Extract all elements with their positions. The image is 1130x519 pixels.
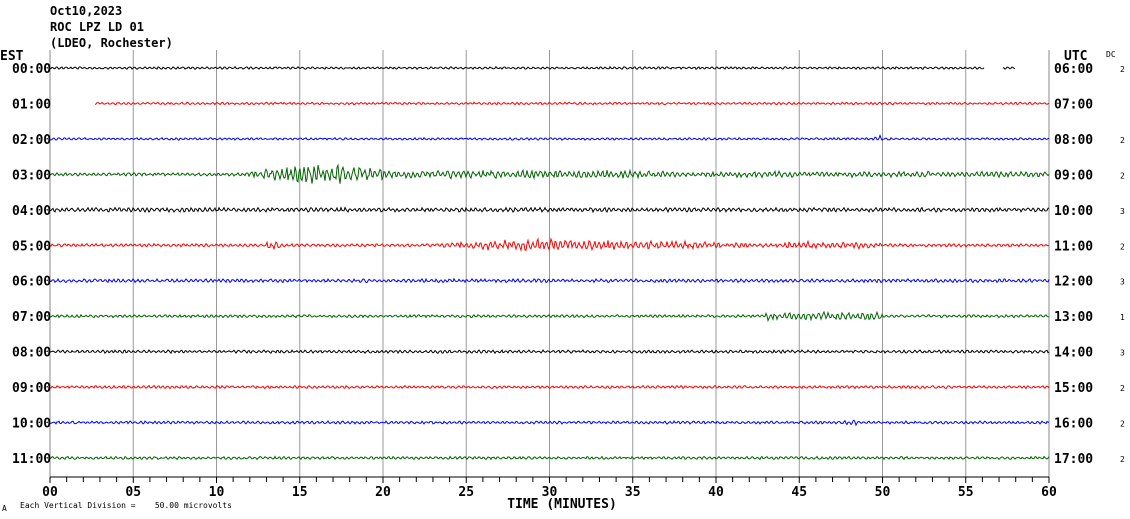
seismic-trace <box>49 419 1050 427</box>
utc-time-label: 10:00 <box>1054 204 1093 219</box>
seismic-trace <box>49 206 1050 214</box>
utc-time-label: 11:00 <box>1054 239 1093 254</box>
seismic-trace <box>49 384 1050 390</box>
utc-time-label: 09:00 <box>1054 168 1093 183</box>
dc-offset-value: 1 <box>1120 313 1125 322</box>
x-axis-title: TIME (MINUTES) <box>507 497 617 512</box>
seismic-trace <box>49 349 1050 355</box>
dc-offset-value: 2 <box>1120 384 1125 393</box>
scale-note: Each Vertical Division = 50.00 microvolt… <box>20 501 232 510</box>
network-name: (LDEO, Rochester) <box>50 36 173 50</box>
dc-offset-value: 3 <box>1120 207 1125 216</box>
est-time-label: 06:00 <box>12 275 51 290</box>
seismic-trace <box>49 455 1050 461</box>
dc-offset-value: 2 <box>1120 65 1125 74</box>
x-tick-label: 45 <box>791 485 807 500</box>
x-tick-label: 60 <box>1041 485 1057 500</box>
x-tick-label: 35 <box>625 485 641 500</box>
utc-time-label: 08:00 <box>1054 133 1093 148</box>
x-tick-label: 40 <box>708 485 724 500</box>
est-time-label: 11:00 <box>12 452 51 467</box>
x-tick-label: 10 <box>209 485 225 500</box>
plot-date: Oct10,2023 <box>50 4 123 18</box>
est-time-label: 07:00 <box>12 310 51 325</box>
est-time-label: 05:00 <box>12 239 51 254</box>
dc-offset-value: 2 <box>1120 455 1125 464</box>
x-tick-label: 30 <box>542 485 558 500</box>
x-tick-label: 05 <box>125 485 141 500</box>
seismic-trace <box>49 310 1050 323</box>
dc-column-title: DC <box>1106 50 1116 59</box>
est-time-label: 09:00 <box>12 381 51 396</box>
dc-offset-value: 3 <box>1120 349 1125 358</box>
seismic-trace <box>49 134 1050 141</box>
utc-time-label: 17:00 <box>1054 452 1093 467</box>
dc-offset-value: 2 <box>1120 420 1125 429</box>
seismic-trace <box>49 237 1050 253</box>
est-axis-title: EST <box>0 49 24 64</box>
corner-mark: A <box>2 504 7 513</box>
utc-time-label: 07:00 <box>1054 97 1093 112</box>
utc-axis-title: UTC <box>1064 49 1087 64</box>
x-tick-label: 25 <box>458 485 474 500</box>
est-time-label: 10:00 <box>12 417 51 432</box>
dc-offset-value: 2 <box>1120 242 1125 251</box>
seismic-trace <box>49 163 1050 184</box>
est-time-label: 01:00 <box>12 97 51 112</box>
utc-time-label: 12:00 <box>1054 275 1093 290</box>
est-time-label: 04:00 <box>12 204 51 219</box>
seismic-trace <box>94 101 1050 106</box>
dc-offset-value: 2 <box>1120 171 1125 180</box>
x-tick-label: 50 <box>875 485 891 500</box>
dc-offset-value: 2 <box>1120 136 1125 145</box>
seismic-trace <box>49 277 1050 284</box>
x-tick-label: 20 <box>375 485 391 500</box>
station-name: ROC LPZ LD 01 <box>50 20 144 34</box>
est-time-label: 03:00 <box>12 168 51 183</box>
est-time-label: 02:00 <box>12 133 51 148</box>
dc-offset-value: 3 <box>1120 278 1125 287</box>
utc-time-label: 15:00 <box>1054 381 1093 396</box>
utc-time-label: 06:00 <box>1054 62 1093 77</box>
est-time-label: 08:00 <box>12 346 51 361</box>
x-tick-label: 55 <box>958 485 974 500</box>
x-tick-label: 00 <box>42 485 58 500</box>
utc-time-label: 13:00 <box>1054 310 1093 325</box>
x-tick-label: 15 <box>292 485 308 500</box>
utc-time-label: 14:00 <box>1054 346 1093 361</box>
est-time-label: 00:00 <box>12 62 51 77</box>
utc-time-label: 16:00 <box>1054 417 1093 432</box>
seismic-trace <box>50 65 1016 70</box>
